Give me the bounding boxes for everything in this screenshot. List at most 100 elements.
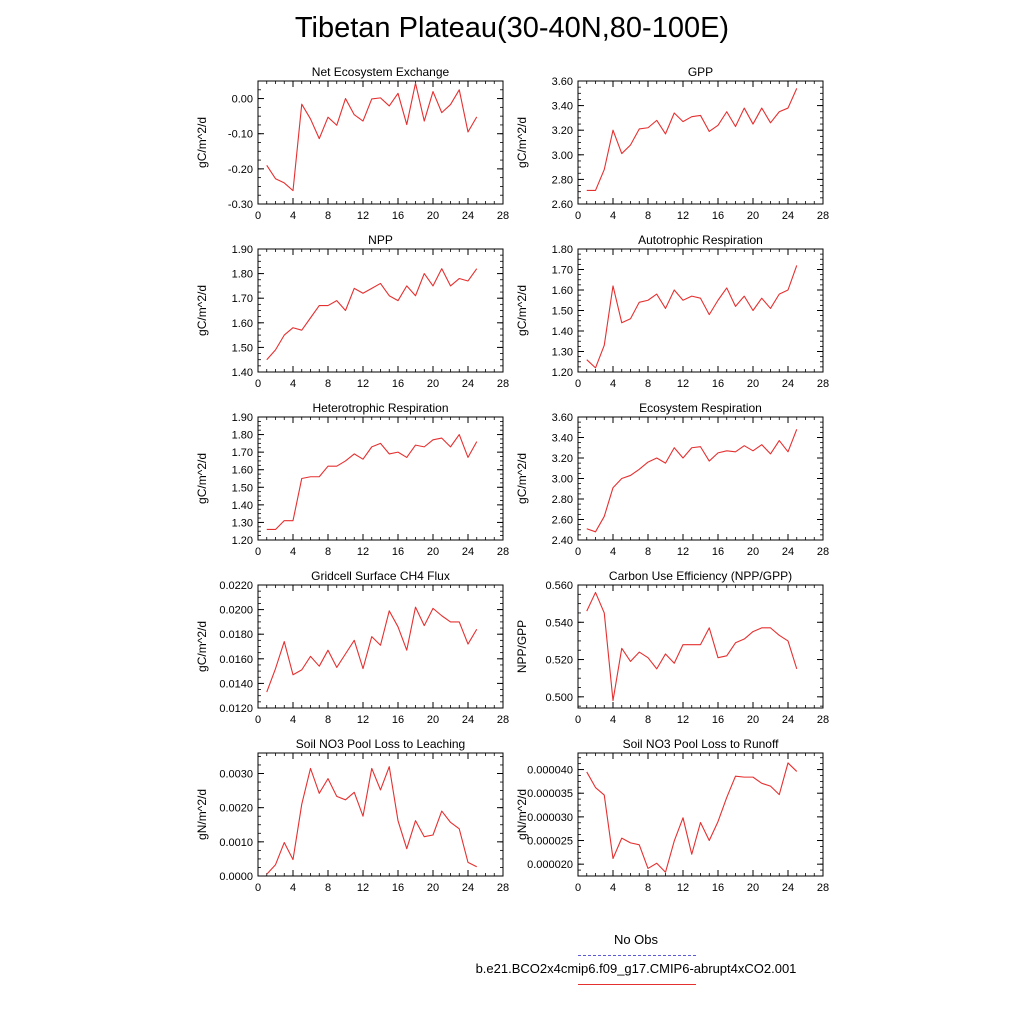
chart-carbon-use-efficiency-npp-gpp-xtick-label: 28 (817, 714, 829, 726)
chart-carbon-use-efficiency-npp-gpp-ylabel: NPP/GPP (515, 620, 529, 673)
chart-net-ecosystem-exchange-xtick-label: 8 (325, 210, 331, 222)
chart-gpp-ytick-label: 2.60 (552, 199, 573, 211)
chart-soil-no3-pool-loss-to-runoff-ytick-label: 0.000025 (527, 836, 573, 848)
chart-npp-xtick-label: 0 (255, 378, 261, 390)
chart-soil-no3-pool-loss-to-leaching-xtick-label: 4 (290, 882, 296, 894)
chart-soil-no3-pool-loss-to-leaching-title: Soil NO3 Pool Loss to Leaching (296, 737, 465, 751)
chart-carbon-use-efficiency-npp-gpp-ytick-label: 0.500 (545, 692, 573, 704)
chart-npp-xtick-label: 28 (497, 378, 509, 390)
chart-gridcell-surface-ch4-flux-ytick-label: 0.0160 (219, 654, 253, 666)
chart-ecosystem-respiration-xtick-label: 8 (645, 546, 651, 558)
chart-net-ecosystem-exchange-frame (257, 80, 504, 205)
chart-autotrophic-respiration-xtick-label: 12 (677, 378, 689, 390)
chart-heterotrophic-respiration-xtick-label: 0 (255, 546, 261, 558)
chart-gpp-xtick-label: 16 (712, 210, 724, 222)
chart-npp-xtick-label: 12 (357, 378, 369, 390)
chart-soil-no3-pool-loss-to-runoff-frame (577, 752, 824, 877)
chart-ecosystem-respiration-ytick-label: 3.20 (552, 453, 573, 465)
chart-npp-xtick-label: 20 (427, 378, 439, 390)
chart-carbon-use-efficiency-npp-gpp-ytick-label: 0.540 (545, 617, 573, 629)
chart-npp-ytick-label: 1.40 (232, 367, 253, 379)
chart-soil-no3-pool-loss-to-leaching-xtick-label: 12 (357, 882, 369, 894)
chart-ecosystem-respiration-frame (577, 416, 824, 541)
chart-carbon-use-efficiency-npp-gpp-xtick-label: 12 (677, 714, 689, 726)
chart-net-ecosystem-exchange-xtick-label: 16 (392, 210, 404, 222)
chart-npp-ytick-label: 1.50 (232, 342, 253, 354)
chart-net-ecosystem-exchange-ytick-label: -0.30 (228, 199, 253, 211)
chart-soil-no3-pool-loss-to-runoff-ytick-label: 0.000020 (527, 859, 573, 871)
chart-heterotrophic-respiration-xtick-label: 12 (357, 546, 369, 558)
chart-gridcell-surface-ch4-flux-ytick-label: 0.0220 (219, 580, 253, 592)
chart-soil-no3-pool-loss-to-runoff-xtick-label: 24 (782, 882, 794, 894)
chart-gridcell-surface-ch4-flux-ylabel: gC/m^2/d (195, 621, 209, 672)
chart-autotrophic-respiration-xtick-label: 4 (610, 378, 616, 390)
chart-heterotrophic-respiration-ytick-label: 1.20 (232, 535, 253, 547)
chart-npp-ytick-label: 1.70 (232, 293, 253, 305)
chart-gridcell-surface-ch4-flux-xtick-label: 0 (255, 714, 261, 726)
chart-soil-no3-pool-loss-to-runoff-title: Soil NO3 Pool Loss to Runoff (623, 737, 780, 751)
chart-net-ecosystem-exchange-xtick-label: 28 (497, 210, 509, 222)
chart-net-ecosystem-exchange-ylabel: gC/m^2/d (195, 117, 209, 168)
chart-soil-no3-pool-loss-to-runoff-xtick-label: 0 (575, 882, 581, 894)
chart-net-ecosystem-exchange-xtick-label: 4 (290, 210, 296, 222)
chart-soil-no3-pool-loss-to-runoff-ytick-label: 0.000040 (527, 765, 573, 777)
chart-net-ecosystem-exchange-title: Net Ecosystem Exchange (312, 65, 450, 79)
chart-ecosystem-respiration-ytick-label: 3.00 (552, 474, 573, 486)
chart-ecosystem-respiration-ytick-label: 3.60 (552, 412, 573, 424)
chart-soil-no3-pool-loss-to-runoff-xtick-label: 28 (817, 882, 829, 894)
chart-carbon-use-efficiency-npp-gpp: Carbon Use Efficiency (NPP/GPP) NPP/GPP 0 4… (515, 569, 829, 726)
chart-autotrophic-respiration-ytick-label: 1.60 (552, 285, 573, 297)
chart-soil-no3-pool-loss-to-runoff-xtick-label: 12 (677, 882, 689, 894)
chart-npp: NPP gC/m^2/d 0 4 8 12 16 20 24 28 1.40 1.50 1.60 1.70… (195, 233, 509, 390)
chart-gpp-xtick-label: 0 (575, 210, 581, 222)
chart-gpp-ytick-label: 2.80 (552, 174, 573, 186)
chart-net-ecosystem-exchange: Net Ecosystem Exchange gC/m^2/d 0 4 8 12 16 20 2… (195, 65, 509, 222)
chart-gpp-ytick-label: 3.00 (552, 150, 573, 162)
chart-npp-ytick-label: 1.80 (232, 269, 253, 281)
chart-npp-xtick-label: 8 (325, 378, 331, 390)
legend-run-label: b.e21.BCO2x4cmip6.f09_g17.CMIP6-abrupt4x… (475, 961, 797, 976)
chart-gpp: GPP gC/m^2/d 0 4 8 12 16 20 24 28 2.60 2.80 3.00 3.20… (515, 65, 829, 222)
chart-net-ecosystem-exchange-ytick-label: 0.00 (232, 94, 253, 106)
chart-soil-no3-pool-loss-to-leaching: Soil NO3 Pool Loss to Leaching gN/m^2/d 0 4… (195, 737, 509, 894)
chart-gpp-ylabel: gC/m^2/d (515, 117, 529, 168)
chart-carbon-use-efficiency-npp-gpp-ytick-label: 0.520 (545, 655, 573, 667)
chart-npp-title: NPP (368, 233, 393, 247)
chart-heterotrophic-respiration-ytick-label: 1.60 (232, 465, 253, 477)
chart-carbon-use-efficiency-npp-gpp-title: Carbon Use Efficiency (NPP/GPP) (609, 569, 792, 583)
chart-carbon-use-efficiency-npp-gpp-xtick-label: 20 (747, 714, 759, 726)
chart-npp-xtick-label: 4 (290, 378, 296, 390)
chart-carbon-use-efficiency-npp-gpp-series-line (586, 591, 798, 702)
chart-ecosystem-respiration-ylabel: gC/m^2/d (515, 453, 529, 504)
chart-gpp-xtick-label: 20 (747, 210, 759, 222)
chart-soil-no3-pool-loss-to-runoff-ylabel: gN/m^2/d (515, 789, 529, 840)
chart-net-ecosystem-exchange-xtick-label: 24 (462, 210, 474, 222)
chart-gridcell-surface-ch4-flux-xtick-label: 16 (392, 714, 404, 726)
chart-autotrophic-respiration-ytick-label: 1.40 (552, 326, 573, 338)
chart-npp-frame (257, 248, 504, 373)
chart-autotrophic-respiration-ytick-label: 1.20 (552, 367, 573, 379)
chart-carbon-use-efficiency-npp-gpp-xtick-label: 24 (782, 714, 794, 726)
chart-ecosystem-respiration-xtick-label: 12 (677, 546, 689, 558)
chart-net-ecosystem-exchange-ytick-label: -0.20 (228, 164, 253, 176)
chart-gridcell-surface-ch4-flux-xtick-label: 24 (462, 714, 474, 726)
chart-heterotrophic-respiration-series-line (266, 434, 478, 531)
figure-title: Tibetan Plateau(30-40N,80-100E) (294, 12, 730, 44)
chart-gridcell-surface-ch4-flux-ytick-label: 0.0120 (219, 703, 253, 715)
chart-soil-no3-pool-loss-to-runoff-xtick-label: 8 (645, 882, 651, 894)
chart-carbon-use-efficiency-npp-gpp-xtick-label: 16 (712, 714, 724, 726)
chart-heterotrophic-respiration-ytick-label: 1.30 (232, 517, 253, 529)
chart-heterotrophic-respiration-ytick-label: 1.80 (232, 430, 253, 442)
chart-soil-no3-pool-loss-to-leaching-ytick-label: 0.0030 (219, 769, 253, 781)
chart-gridcell-surface-ch4-flux-xtick-label: 12 (357, 714, 369, 726)
chart-heterotrophic-respiration-title: Heterotrophic Respiration (312, 401, 448, 415)
chart-heterotrophic-respiration-ytick-label: 1.50 (232, 482, 253, 494)
chart-autotrophic-respiration: Autotrophic Respiration gC/m^2/d 0 4 8 12 16 20… (515, 233, 829, 390)
chart-autotrophic-respiration-ytick-label: 1.80 (552, 244, 573, 256)
chart-carbon-use-efficiency-npp-gpp-xtick-label: 4 (610, 714, 616, 726)
chart-soil-no3-pool-loss-to-leaching-xtick-label: 8 (325, 882, 331, 894)
chart-autotrophic-respiration-ytick-label: 1.30 (552, 347, 573, 359)
chart-soil-no3-pool-loss-to-runoff-series-line (586, 762, 798, 873)
chart-net-ecosystem-exchange-xtick-label: 12 (357, 210, 369, 222)
chart-autotrophic-respiration-ytick-label: 1.50 (552, 306, 573, 318)
